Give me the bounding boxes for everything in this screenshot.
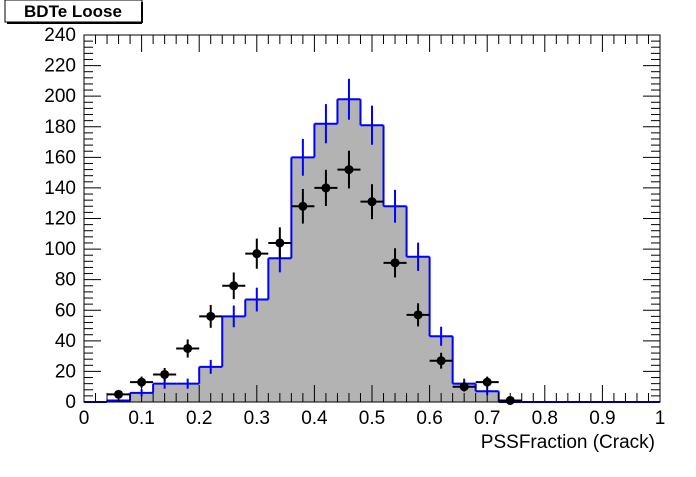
data-point-group <box>406 303 430 327</box>
data-point <box>183 343 193 353</box>
data-point <box>160 369 170 379</box>
histogram-bin <box>359 99 384 145</box>
histogram-bin <box>428 256 453 346</box>
y-tick-label: 20 <box>55 361 76 382</box>
y-tick-label: 180 <box>44 117 76 138</box>
data-point-group <box>153 367 177 381</box>
y-tick-label: 120 <box>44 209 76 230</box>
data-point <box>275 238 285 248</box>
histogram-bin <box>290 138 315 259</box>
y-tick-label: 240 <box>44 25 76 46</box>
data-point <box>436 356 446 366</box>
data-point <box>229 281 239 291</box>
data-point-group <box>199 304 223 328</box>
data-point <box>482 377 492 387</box>
y-tick-label: 200 <box>44 86 76 107</box>
chart-title: BDTe Loose <box>24 2 122 21</box>
x-tick-label: 0 <box>79 408 90 429</box>
data-point <box>367 197 377 207</box>
histogram-bin <box>221 305 246 367</box>
histogram-bin <box>176 378 200 389</box>
y-tick-label: 100 <box>44 239 76 260</box>
x-tick-label: 0.6 <box>416 408 442 429</box>
y-tick-label: 160 <box>44 147 76 168</box>
x-tick-label: 0.3 <box>244 408 270 429</box>
y-tick-label: 40 <box>55 331 76 352</box>
data-point-group <box>337 150 361 189</box>
data-point-group <box>360 184 384 220</box>
data-point-group <box>452 381 476 392</box>
x-tick-label: 0.9 <box>589 408 615 429</box>
data-point <box>413 310 423 320</box>
histogram-bin <box>382 125 407 223</box>
x-tick-label: 0.1 <box>128 408 154 429</box>
data-point <box>321 183 331 193</box>
y-tick-label: 220 <box>44 56 76 77</box>
y-tick-label: 80 <box>55 270 76 291</box>
data-point-group <box>268 227 292 259</box>
histogram-fill <box>84 99 660 402</box>
data-point <box>298 201 308 211</box>
y-tick-label: 60 <box>55 300 76 321</box>
x-tick-label: 0.4 <box>301 408 328 429</box>
data-point-group <box>130 376 154 388</box>
x-tick-label: 0.5 <box>359 408 385 429</box>
x-tick-label: 0.8 <box>532 408 558 429</box>
data-point <box>137 377 147 387</box>
y-tick-label: 0 <box>65 392 76 413</box>
data-point-group <box>245 238 269 269</box>
x-tick-label: 0.7 <box>474 408 500 429</box>
histogram-bin <box>451 336 476 389</box>
y-tick-label: 140 <box>44 178 76 199</box>
data-point <box>390 258 400 268</box>
x-tick-label: 1 <box>655 408 666 429</box>
data-point-group <box>176 339 200 358</box>
data-point <box>252 249 262 259</box>
histogram-bin <box>336 78 361 124</box>
title-box: BDTe Loose <box>4 0 143 24</box>
histogram-bin <box>313 104 338 158</box>
data-point-group <box>429 352 453 369</box>
histogram-bin <box>405 206 430 271</box>
histogram-bin <box>198 359 223 384</box>
data-point-group <box>222 272 246 300</box>
data-point-group <box>383 248 407 278</box>
data-point <box>206 311 216 321</box>
data-point-group <box>291 188 315 224</box>
x-tick-label: 0.2 <box>186 408 212 429</box>
data-point-group <box>314 169 338 207</box>
data-point <box>344 165 354 175</box>
histogram-bin <box>244 287 269 317</box>
x-axis-label: PSSFraction (Crack) <box>481 432 655 453</box>
data-point <box>459 382 469 392</box>
